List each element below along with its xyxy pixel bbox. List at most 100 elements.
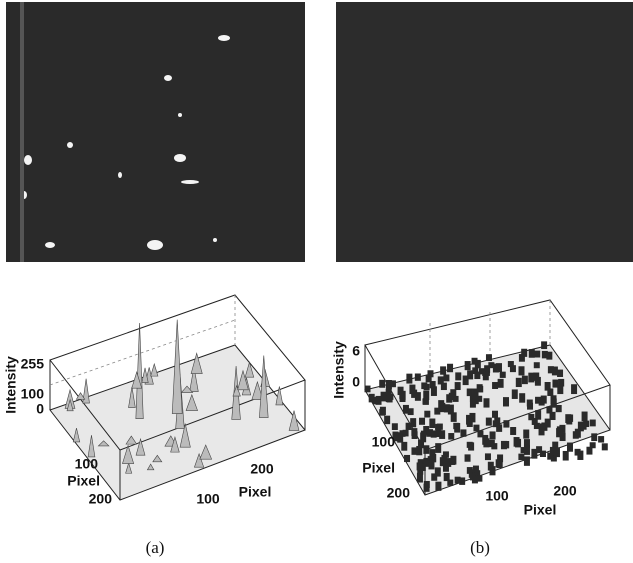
block — [534, 351, 540, 358]
block — [541, 341, 547, 349]
block — [515, 439, 521, 448]
z-label: Intensity — [3, 356, 19, 414]
block — [447, 480, 453, 486]
block — [519, 393, 525, 402]
image-a-streak — [20, 2, 24, 262]
block — [448, 433, 454, 440]
block — [365, 386, 371, 393]
block — [459, 477, 465, 484]
x-tick-label: 200 — [250, 461, 274, 477]
block — [441, 383, 447, 390]
block — [455, 372, 461, 380]
block — [528, 414, 534, 420]
block — [415, 373, 421, 380]
block — [428, 460, 434, 469]
block — [420, 432, 426, 442]
peak — [136, 323, 143, 419]
block — [581, 422, 587, 430]
block — [465, 454, 471, 461]
block — [498, 379, 504, 388]
block — [536, 446, 542, 453]
y-tick-label: 100 — [75, 456, 99, 472]
block — [460, 429, 466, 436]
block — [560, 433, 566, 441]
block — [411, 390, 417, 398]
block — [591, 433, 597, 441]
block — [488, 362, 494, 368]
block — [602, 443, 608, 450]
image-b — [336, 2, 633, 262]
block — [443, 374, 449, 381]
block — [440, 366, 446, 374]
block — [454, 423, 460, 433]
block — [470, 401, 476, 407]
block — [519, 354, 525, 362]
block — [430, 381, 436, 388]
block — [379, 380, 385, 388]
y-tick-label: 200 — [387, 485, 411, 501]
block — [479, 368, 485, 374]
block — [567, 443, 573, 452]
block — [467, 467, 473, 474]
block — [598, 436, 604, 442]
block — [590, 420, 596, 427]
x-tick-label: 200 — [553, 483, 577, 499]
block — [496, 363, 502, 372]
block — [486, 354, 492, 361]
block — [429, 419, 435, 429]
block — [510, 427, 516, 435]
block — [483, 398, 489, 407]
block — [438, 400, 444, 408]
block — [392, 423, 398, 430]
block — [545, 382, 551, 391]
block — [534, 362, 540, 368]
y-tick-label: 100 — [372, 434, 396, 450]
block — [557, 370, 563, 377]
z-tick-label: 100 — [21, 386, 45, 402]
block — [404, 455, 410, 462]
block — [435, 482, 441, 491]
block — [435, 467, 441, 476]
block — [488, 462, 494, 471]
block — [435, 424, 441, 430]
block — [417, 473, 423, 483]
block — [435, 443, 441, 453]
image-a — [6, 2, 305, 262]
z-tick-label: 0 — [36, 401, 44, 417]
block — [387, 394, 393, 400]
block — [522, 376, 528, 384]
block — [575, 429, 581, 438]
block — [473, 389, 479, 399]
block — [403, 430, 409, 437]
block — [490, 431, 496, 439]
block — [563, 451, 569, 461]
block — [384, 416, 390, 424]
block — [527, 400, 533, 407]
block — [467, 442, 473, 448]
block — [449, 458, 455, 465]
block — [380, 407, 386, 415]
y-label: Pixel — [362, 460, 395, 476]
z-tick-label: 6 — [352, 343, 360, 359]
block — [455, 382, 461, 390]
block — [446, 394, 452, 402]
block — [503, 441, 509, 448]
block — [546, 352, 552, 360]
block — [529, 349, 535, 358]
z-label: Intensity — [331, 341, 347, 399]
block — [500, 372, 506, 378]
block — [466, 415, 472, 425]
block — [492, 382, 498, 389]
block — [463, 376, 469, 386]
block — [586, 447, 592, 455]
block — [571, 384, 577, 394]
caption: (b) — [470, 538, 490, 557]
block — [545, 419, 551, 428]
block — [416, 446, 422, 455]
y-label: Pixel — [67, 473, 100, 489]
block — [503, 397, 509, 406]
block — [390, 380, 396, 387]
block — [551, 395, 557, 404]
block — [485, 453, 491, 460]
block — [518, 366, 524, 375]
